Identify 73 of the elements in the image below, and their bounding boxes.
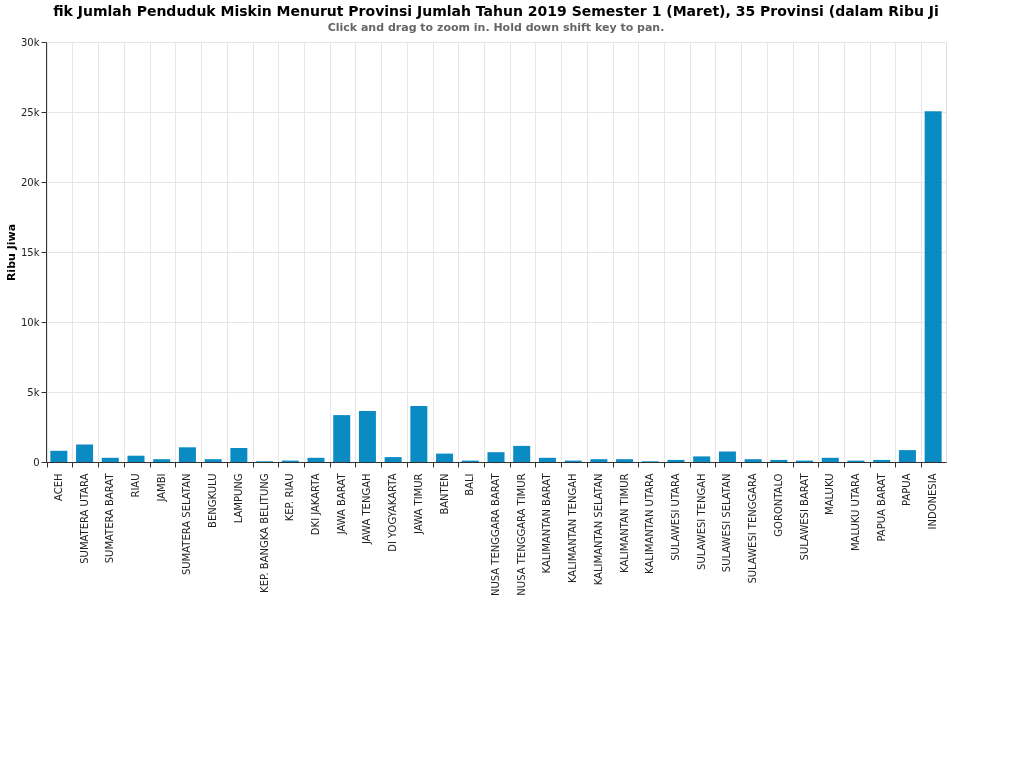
bar [204,459,222,462]
bar [924,111,942,462]
bar [230,448,248,462]
x-tick-label: PAPUA [901,473,913,506]
bar [76,444,94,462]
chart-title: fik Jumlah Penduduk Miskin Menurut Provinsi Jumlah Tahun 2019 Semester 1 (Maret), 35 Provinsi (dalam Ribu Ji [53,3,939,19]
bar [178,447,196,462]
x-tick-label: SULAWESI TENGAH [695,473,707,570]
bar [153,459,171,462]
bar [101,457,119,462]
bar [50,450,68,462]
bar [538,457,556,462]
x-tick-label: KEP. BANGKA BELITUNG [258,473,270,593]
x-tick-label: DI YOGYAKARTA [387,473,399,552]
bar [513,445,531,462]
bar [744,459,762,462]
y-tick-label: 20k [20,176,40,188]
x-tick-label: KALIMANTAN BARAT [541,472,553,574]
x-tick-label: JAWA TENGAH [361,473,373,545]
x-tick-label: SULAWESI UTARA [670,473,681,561]
x-tick-label: SUMATERA SELATAN [181,473,193,576]
x-tick-label: BALI [464,473,476,496]
x-tick-label: KALIMANTAN TENGAH [567,473,579,584]
y-tick-label: 0 [33,456,40,468]
y-tick-label: 10k [20,316,40,328]
y-tick-label: 15k [20,246,40,258]
x-tick-label: DKI JAKARTA [310,473,321,536]
x-tick-label: NUSA TENGGARA TIMUR [515,473,527,596]
y-tick-label: 30k [20,36,40,48]
bar [616,459,634,462]
bar [487,452,505,462]
x-tick-label: JAMBI [155,473,167,503]
x-tick-label: SUMATERA BARAT [104,472,116,564]
chart-subtitle: Click and drag to zoom in. Hold down shift key to pan. [327,21,665,34]
bar [307,457,325,462]
y-tick-label: 5k [27,386,40,398]
x-tick-label: BANTEN [438,473,450,515]
x-tick-label: JAWA TIMUR [412,473,424,535]
x-tick-label: MALUKU [824,473,836,515]
bar [436,453,454,462]
x-tick-label: ACEH [52,473,64,501]
x-tick-label: SULAWESI SELATAN [721,473,733,573]
bar [873,459,891,462]
x-tick-label: MALUKU UTARA [850,473,861,552]
bar [718,451,736,462]
x-tick-label: GORONTALO [772,473,784,537]
y-axis-title: Ribu Jiwa [4,223,18,282]
x-tick-label: INDONESIA [927,473,939,530]
x-tick-label: KALIMANTAN UTARA [644,473,656,574]
x-tick-label: SULAWESI TENGGARA [747,473,759,584]
x-tick-label: BENGKULU [207,473,219,528]
bar [770,459,788,462]
y-tick-label: 25k [20,106,40,118]
bar [693,456,711,462]
bar [358,410,376,462]
bar [333,415,351,462]
bar [898,450,916,462]
bar [410,406,428,462]
x-tick-label: LAMPUNG [232,473,244,524]
bar [667,459,685,462]
x-tick-label: KALIMANTAN SELATAN [592,473,604,586]
x-tick-label: KEP. RIAU [284,473,296,522]
x-tick-label: NUSA TENGGARA BARAT [490,472,501,597]
bar [384,457,402,462]
x-tick-label: RIAU [130,473,141,498]
bar [590,459,608,462]
x-tick-label: PAPUA BARAT [875,472,887,542]
x-tick-label: SULAWESI BARAT [798,472,810,561]
x-tick-label: KALIMANTAN TIMUR [618,473,630,573]
x-tick-label: JAWA BARAT [335,472,347,536]
bar [821,457,839,462]
x-tick-label: SUMATERA UTARA [78,473,90,564]
bar [127,455,145,462]
